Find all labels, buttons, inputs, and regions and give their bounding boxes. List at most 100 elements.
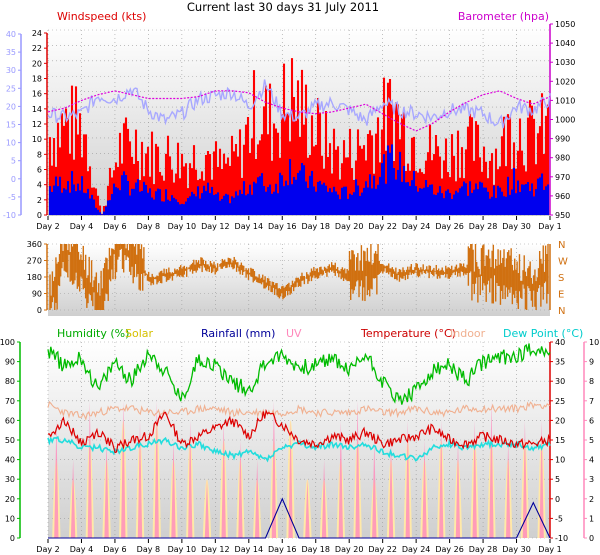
uv-day [539, 420, 544, 538]
chart-title: Current last 30 days 31 July 2011 [187, 0, 379, 14]
panel-direction-y-axis: 360 270 180 90 0 [27, 240, 48, 315]
uv-day [104, 440, 109, 538]
series-temperature-humidity [47, 343, 551, 539]
x-tick-label: Day 4 [70, 545, 93, 554]
legend-uv: UV [286, 327, 302, 340]
axis-tick-label: 25 [555, 397, 565, 406]
panel-temp-legend: Humidity (%) Solar Rainfall (mm) UV Temp… [57, 327, 583, 340]
x-tick-label: Day 24 [402, 545, 431, 554]
axis-tick-label: 20 [5, 495, 15, 504]
axis-tick-label: 5 [589, 436, 594, 445]
axis-tick-label: 8 [589, 377, 594, 386]
axis-tick-label: 35 [6, 48, 16, 57]
axis-tick-label: 5 [11, 157, 16, 166]
compass-label: S [558, 273, 564, 284]
x-tick-label: Day 2 [36, 222, 59, 231]
axis-tick-label: 0 [555, 495, 560, 504]
axis-tick-label: 990 [555, 135, 570, 144]
axis-tick-label: 40 [555, 338, 565, 347]
legend-indoor: Indoor [450, 327, 486, 340]
axis-tick-label: 10 [32, 135, 42, 144]
axis-tick-label: 980 [555, 154, 570, 163]
axis-tick-label: 7 [589, 397, 594, 406]
x-tick-label: Day 12 [201, 222, 230, 231]
panel-temp-temperature-axis: 40 35 30 25 20 15 10 5 0 -5 -10 [549, 338, 568, 543]
compass-label: E [558, 290, 564, 301]
uv-day [305, 479, 310, 538]
axis-tick-label: 10 [589, 338, 599, 347]
x-tick-label: Day 30 [502, 222, 531, 231]
uv-day [422, 440, 427, 538]
panel-wind-barometer: Windspeed (kts) Barometer (hpa) 40353025… [3, 10, 575, 231]
axis-tick-label: 15 [6, 121, 16, 130]
x-tick-label: Day 8 [137, 222, 160, 231]
axis-tick-label: 30 [6, 66, 16, 75]
axis-tick-label: 1040 [555, 39, 575, 48]
axis-tick-label: 35 [555, 358, 565, 367]
uv-day [238, 440, 243, 538]
uv-day [54, 420, 59, 538]
x-tick-label: Day 14 [235, 545, 264, 554]
axis-tick-label: 40 [5, 456, 15, 465]
axis-tick-label: 1030 [555, 58, 575, 67]
x-tick-label: Day 18 [301, 222, 330, 231]
axis-tick-label: 24 [32, 29, 42, 38]
legend-barometer: Barometer (hpa) [458, 10, 549, 23]
axis-tick-label: 20 [32, 59, 42, 68]
axis-tick-label: 14 [32, 105, 42, 114]
panel-wind-x-axis: Day 2 Day 4 Day 6 Day 8 Day 10 Day 12 Day 14 Da… [36, 216, 562, 231]
uv-day [472, 420, 477, 538]
legend-rainfall: Rainfall (mm) [201, 327, 275, 340]
legend-solar: Solar [125, 327, 154, 340]
uv-day [288, 420, 293, 538]
axis-tick-label: 1010 [555, 96, 575, 105]
uv-day [506, 440, 511, 538]
axis-tick-label: 360 [27, 240, 42, 249]
x-tick-label: Day 30 [502, 545, 531, 554]
uv-day [489, 400, 494, 538]
dewpoint-line [47, 435, 551, 463]
axis-tick-label: 100 [0, 338, 15, 347]
uv-day [171, 440, 176, 538]
series-uv [54, 400, 544, 538]
x-tick-label: Day 22 [368, 545, 397, 554]
axis-tick-label: 6 [37, 166, 42, 175]
uv-day [188, 420, 193, 538]
uv-day [87, 400, 92, 538]
axis-tick-label: 1 [589, 514, 594, 523]
axis-tick-label: -5 [8, 193, 16, 202]
axis-tick-label: 30 [555, 377, 565, 386]
axis-tick-label: 30 [5, 475, 15, 484]
uv-day [137, 420, 143, 538]
axis-tick-label: -10 [3, 211, 16, 220]
x-tick-label: Day 26 [435, 222, 464, 231]
axis-tick-label: 180 [27, 273, 42, 282]
series-barometer [47, 90, 551, 132]
x-tick-label: Day 4 [70, 222, 93, 231]
axis-tick-label: 90 [32, 290, 42, 299]
uv-day [271, 400, 277, 538]
series-blue-trace [47, 79, 551, 129]
axis-tick-label: 22 [32, 44, 42, 53]
axis-tick-label: 0 [10, 534, 15, 543]
axis-tick-label: 80 [5, 377, 15, 386]
axis-tick-label: 270 [27, 257, 42, 266]
uv-day [388, 440, 394, 538]
temperature-line [48, 408, 551, 454]
uv-day [154, 400, 159, 538]
axis-tick-label: 12 [32, 120, 42, 129]
rainfall-line [48, 497, 551, 539]
axis-tick-label: 10 [6, 139, 16, 148]
axis-tick-label: 0 [37, 211, 42, 220]
x-tick-label: Day 12 [201, 545, 230, 554]
uv-day [439, 420, 444, 538]
axis-tick-label: 60 [5, 416, 15, 425]
axis-tick-label: 9 [589, 358, 594, 367]
axis-tick-label: 40 [6, 30, 16, 39]
axis-tick-label: 2 [589, 495, 594, 504]
